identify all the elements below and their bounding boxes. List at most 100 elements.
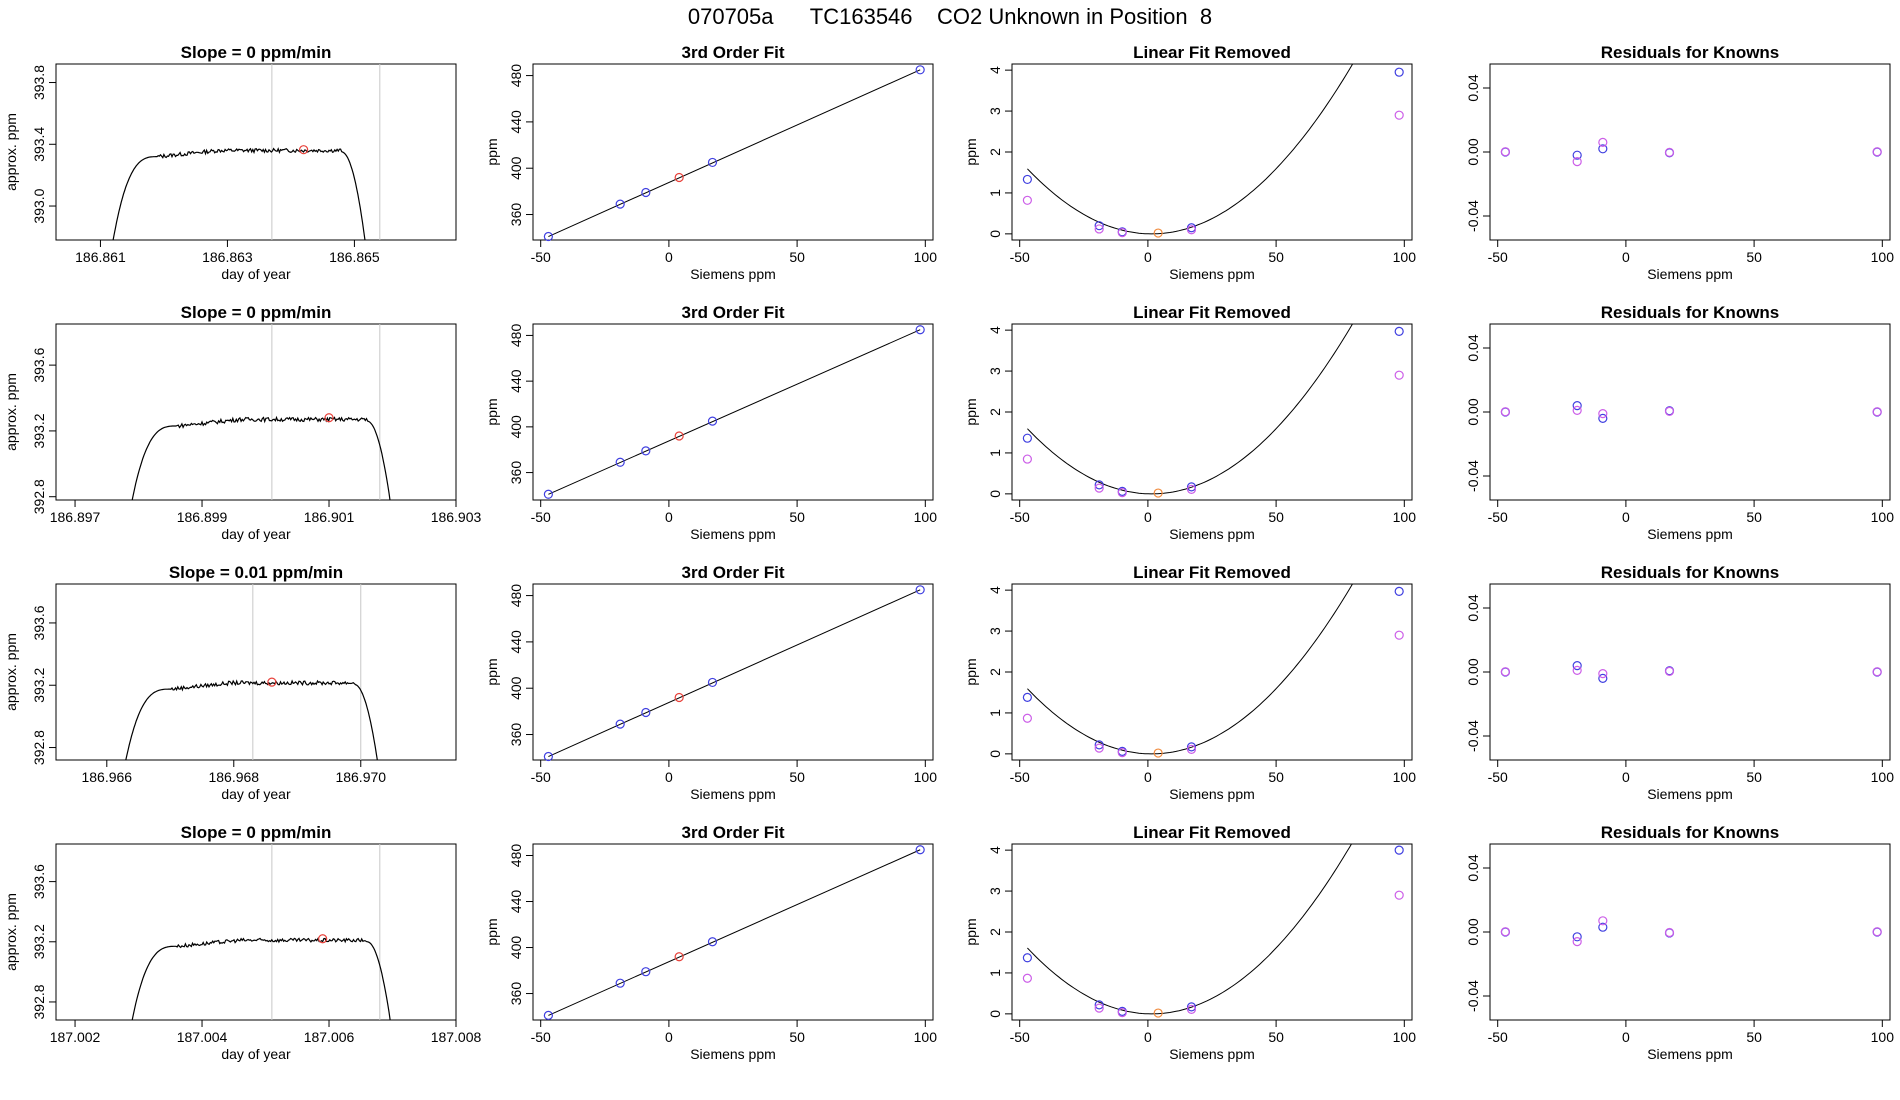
resid-2-xlabel: Siemens ppm	[1647, 526, 1733, 542]
fit-3-ytick-label: 400	[508, 676, 524, 700]
resid-3-ytick-label: 0.04	[1465, 594, 1481, 621]
linear-4-point	[1094, 1000, 1104, 1010]
resid-4-frame	[1489, 843, 1891, 1021]
resid-1-ytick-label: 0.04	[1465, 74, 1481, 101]
linear-1-point	[1094, 221, 1104, 231]
fit-4-title: 3rd Order Fit	[682, 823, 785, 842]
slope-3-frame	[55, 583, 457, 761]
linear-3-point	[1186, 742, 1197, 752]
slope-4-trace	[131, 937, 391, 1020]
fit-1-ytick-label: 400	[508, 156, 524, 180]
linear-1-point	[1022, 174, 1032, 185]
slope-2-xtick-label: 186.899	[177, 509, 228, 525]
linear-3-point	[1153, 748, 1163, 758]
resid-4-ytick-label: 0.04	[1465, 854, 1481, 881]
linear-1-ytick-label: 1	[987, 189, 1003, 197]
slope-4-frame	[55, 843, 457, 1021]
fit-1-ytick-label: 440	[508, 110, 524, 134]
fit-2-point	[674, 431, 684, 441]
linear-1-point	[1094, 224, 1104, 234]
linear-1-point	[1022, 195, 1032, 205]
resid-2-xtick-label: 0	[1622, 509, 1630, 525]
fit-1-frame	[532, 63, 934, 241]
resid-2-frame	[1489, 323, 1891, 501]
slope-4-ylabel: approx. ppm	[3, 893, 19, 971]
linear-4-point	[1094, 1003, 1104, 1013]
fit-4-point	[674, 952, 684, 962]
linear-2-fit-curve	[1027, 324, 1354, 495]
slope-1-ylabel: approx. ppm	[3, 113, 19, 191]
resid-4-xlabel: Siemens ppm	[1647, 1046, 1733, 1062]
resid-1-title: Residuals for Knowns	[1601, 43, 1780, 62]
resid-2-point	[1598, 409, 1608, 419]
slope-4-ytick-label: 392.8	[31, 984, 47, 1019]
linear-3-point	[1394, 630, 1404, 640]
fit-2-xlabel: Siemens ppm	[690, 526, 776, 542]
fit-2-point	[707, 416, 718, 426]
linear-4-ytick-label: 2	[987, 928, 1003, 936]
figure-title: 070705a TC163546 CO2 Unknown in Position…	[687, 4, 1213, 29]
fit-3-ytick-label: 480	[508, 584, 524, 608]
linear-3-point	[1186, 744, 1197, 754]
fit-3-xtick-label: -50	[531, 769, 551, 785]
fit-2-point	[615, 457, 625, 467]
slope-3-ytick-label: 393.6	[31, 605, 47, 640]
fit-4-ytick-label: 440	[508, 890, 524, 914]
fit-4-ylabel: ppm	[484, 918, 500, 945]
resid-2-xtick-label: -50	[1488, 509, 1508, 525]
linear-4-point	[1117, 1008, 1127, 1018]
fit-1-point	[674, 172, 684, 183]
fit-2-ytick-label: 440	[508, 369, 524, 393]
fit-3-point	[543, 751, 553, 762]
linear-1-frame	[1011, 63, 1413, 241]
resid-3-xtick-label: 0	[1622, 769, 1630, 785]
fit-2-point	[915, 325, 925, 335]
linear-3-ytick-label: 4	[987, 586, 1003, 594]
linear-4-xtick-label: 50	[1268, 1029, 1284, 1045]
linear-3-point	[1022, 692, 1032, 702]
fit-3-xtick-label: 0	[665, 769, 673, 785]
linear-3-xlabel: Siemens ppm	[1169, 786, 1255, 802]
fit-1-xtick-label: -50	[531, 249, 551, 265]
fit-1-xtick-label: 50	[789, 249, 805, 265]
linear-1-point	[1394, 67, 1404, 77]
slope-3-mean-marker	[267, 677, 277, 687]
resid-1-xtick-label: -50	[1488, 249, 1508, 265]
resid-3-xtick-label: 50	[1746, 769, 1762, 785]
fit-4-ytick-label: 480	[508, 844, 524, 868]
linear-1-xtick-label: -50	[1010, 249, 1030, 265]
slope-2-xtick-label: 186.897	[50, 509, 101, 525]
slope-1-mean-marker	[299, 145, 309, 155]
slope-3-xlabel: day of year	[221, 786, 291, 802]
linear-2-point	[1394, 370, 1404, 380]
fit-3-point	[707, 677, 718, 688]
linear-4-ytick-label: 1	[987, 969, 1003, 977]
fit-4-point	[615, 978, 625, 988]
slope-3-xtick-label: 186.966	[81, 769, 132, 785]
linear-3-ytick-label: 1	[987, 709, 1003, 717]
slope-3-trace	[125, 679, 378, 760]
linear-2-point	[1117, 488, 1127, 498]
resid-3-xtick-label: 100	[1871, 769, 1895, 785]
linear-2-ylabel: ppm	[963, 398, 979, 425]
linear-3-point	[1022, 713, 1032, 723]
fit-4-xtick-label: 0	[665, 1029, 673, 1045]
slope-1-xtick-label: 186.861	[75, 249, 126, 265]
resid-1-point	[1664, 147, 1675, 157]
slope-4-xtick-label: 187.006	[304, 1029, 355, 1045]
linear-4-ylabel: ppm	[963, 918, 979, 945]
linear-2-xtick-label: 50	[1268, 509, 1284, 525]
linear-1-point	[1394, 110, 1404, 120]
linear-3-point	[1394, 586, 1404, 596]
linear-3-xtick-label: 100	[1393, 769, 1417, 785]
resid-1-xtick-label: 0	[1622, 249, 1630, 265]
linear-3-ylabel: ppm	[963, 658, 979, 685]
resid-4-xtick-label: 100	[1871, 1029, 1895, 1045]
linear-3-xtick-label: -50	[1010, 769, 1030, 785]
fit-2-xtick-label: -50	[531, 509, 551, 525]
linear-3-xtick-label: 0	[1144, 769, 1152, 785]
linear-4-ytick-label: 3	[987, 887, 1003, 895]
fit-1-point	[641, 187, 651, 198]
slope-2-xtick-label: 186.901	[304, 509, 355, 525]
